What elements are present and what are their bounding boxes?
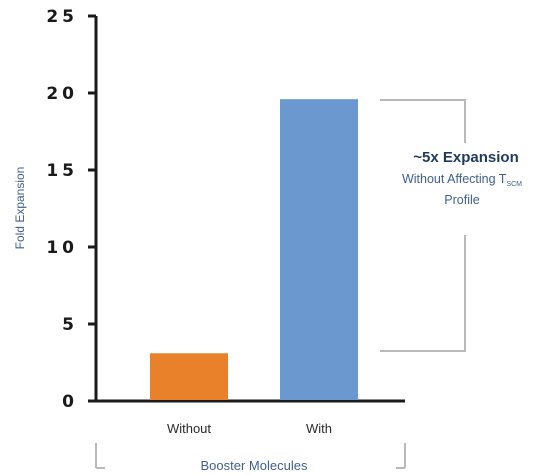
category-labels: Without With [167,421,332,436]
x-axis-title: Booster Molecules [201,458,308,473]
annotation-subtitle-main: Without Affecting T [402,172,507,186]
y-tick-label: 20 [46,84,78,104]
y-tick-label: 5 [62,315,78,335]
group-bracket [95,443,406,469]
annotation-bracket [380,99,466,352]
y-ticks: 0 5 10 15 20 25 [46,7,96,412]
y-tick-label: 15 [46,161,78,181]
annotation-subtitle-subscript: SCM [506,181,522,188]
category-label-with: With [306,421,332,436]
category-label-without: Without [167,421,211,436]
annotation: ~5x Expansion Without Affecting TSCM Pro… [380,99,522,352]
bar-with [280,99,358,400]
bars [150,99,358,400]
y-tick-label: 25 [46,7,78,27]
y-axis-title: Fold Expansion [13,167,27,250]
annotation-subtitle: Without Affecting TSCM [402,172,522,188]
y-tick-label: 0 [62,392,78,412]
annotation-title: ~5x Expansion [413,149,518,166]
y-axis: 0 5 10 15 20 25 [46,7,98,412]
bar-without [150,353,228,400]
y-tick-label: 10 [46,238,78,258]
annotation-line3: Profile [444,193,479,207]
